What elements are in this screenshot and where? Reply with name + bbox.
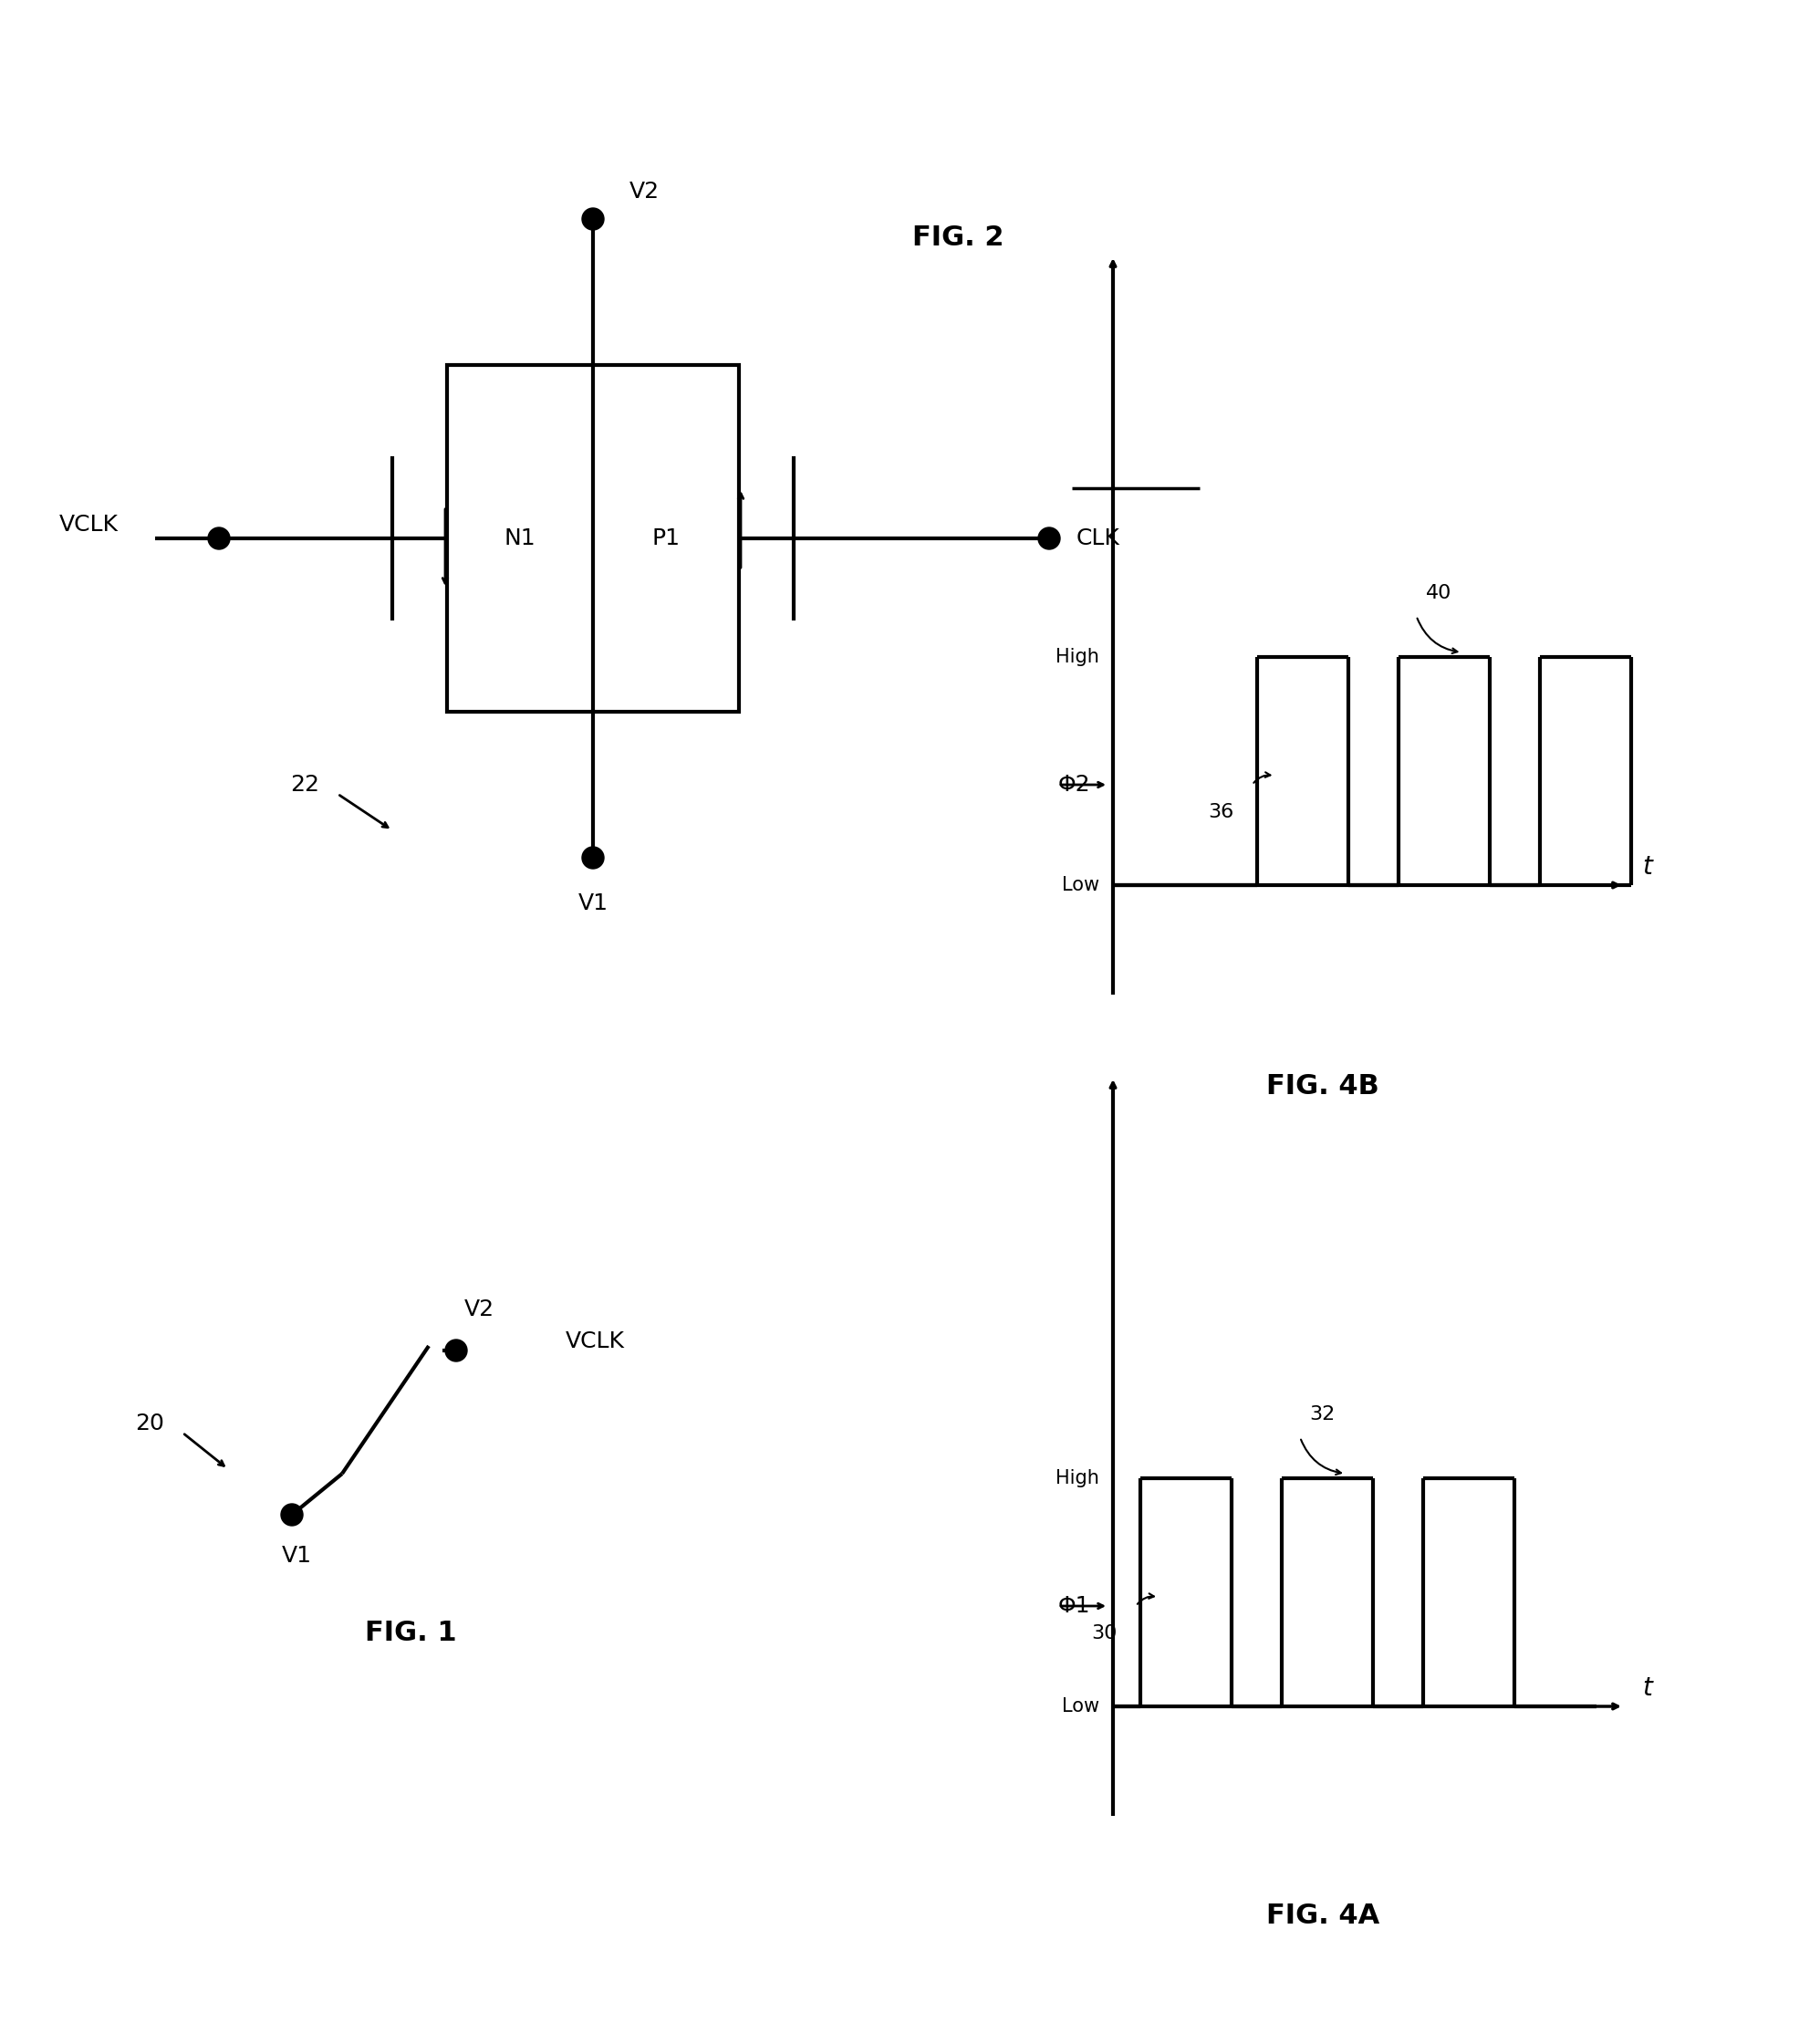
Text: Low: Low xyxy=(1061,877,1099,895)
Text: P1: P1 xyxy=(652,527,681,550)
Text: FIG. 1: FIG. 1 xyxy=(364,1621,457,1647)
Text: Φ1: Φ1 xyxy=(1057,1594,1090,1617)
Text: High: High xyxy=(1056,648,1099,666)
Circle shape xyxy=(280,1504,302,1525)
Text: V1: V1 xyxy=(282,1545,311,1568)
Circle shape xyxy=(582,846,604,869)
Text: 32: 32 xyxy=(1309,1406,1334,1423)
Text: Low: Low xyxy=(1061,1697,1099,1715)
Text: FIG. 4B: FIG. 4B xyxy=(1267,1073,1380,1100)
Text: V1: V1 xyxy=(579,893,608,914)
Text: N1: N1 xyxy=(504,527,535,550)
Text: Φ2: Φ2 xyxy=(1057,775,1090,795)
Text: High: High xyxy=(1056,1470,1099,1488)
Bar xyxy=(448,366,739,711)
Text: 40: 40 xyxy=(1425,585,1451,603)
Circle shape xyxy=(207,527,229,550)
Text: 22: 22 xyxy=(289,775,318,795)
Text: V2: V2 xyxy=(630,180,659,202)
Text: VCLK: VCLK xyxy=(60,513,118,536)
Text: t: t xyxy=(1642,1676,1653,1701)
Text: 20: 20 xyxy=(135,1412,164,1435)
Circle shape xyxy=(1037,527,1059,550)
Circle shape xyxy=(582,208,604,231)
Text: 36: 36 xyxy=(1208,803,1234,822)
Text: FIG. 4A: FIG. 4A xyxy=(1267,1903,1380,1930)
Text: FIG. 2: FIG. 2 xyxy=(912,225,1005,251)
Text: t: t xyxy=(1642,854,1653,879)
Text: V2: V2 xyxy=(464,1298,493,1320)
Text: VCLK: VCLK xyxy=(566,1331,624,1353)
Text: 30: 30 xyxy=(1092,1625,1117,1643)
Text: CLK: CLK xyxy=(1076,527,1119,550)
Circle shape xyxy=(446,1339,468,1361)
